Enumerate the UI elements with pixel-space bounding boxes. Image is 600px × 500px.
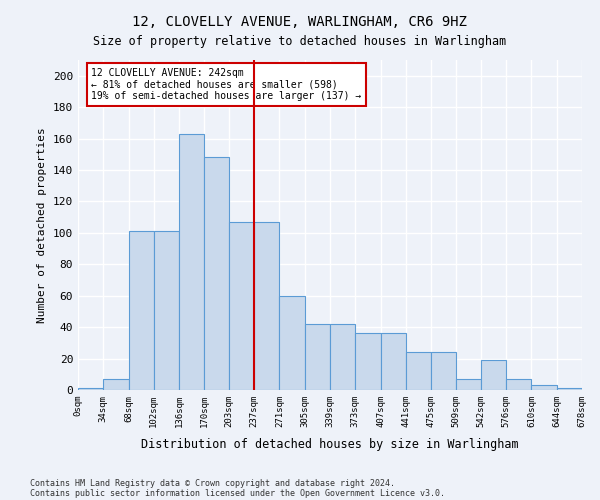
- Bar: [330, 324, 355, 390]
- Bar: [280, 296, 305, 390]
- Bar: [154, 232, 179, 390]
- Bar: [254, 222, 280, 390]
- Bar: [406, 352, 431, 390]
- Bar: [431, 352, 457, 390]
- Bar: [205, 158, 229, 390]
- Bar: [305, 324, 330, 390]
- Bar: [506, 379, 532, 390]
- Text: Contains HM Land Registry data © Crown copyright and database right 2024.: Contains HM Land Registry data © Crown c…: [30, 478, 395, 488]
- Text: 12, CLOVELLY AVENUE, WARLINGHAM, CR6 9HZ: 12, CLOVELLY AVENUE, WARLINGHAM, CR6 9HZ: [133, 15, 467, 29]
- Bar: [78, 388, 103, 390]
- Bar: [179, 134, 205, 390]
- Bar: [355, 334, 380, 390]
- Bar: [380, 334, 406, 390]
- Bar: [481, 360, 506, 390]
- Y-axis label: Number of detached properties: Number of detached properties: [37, 127, 47, 323]
- Text: 12 CLOVELLY AVENUE: 242sqm
← 81% of detached houses are smaller (598)
19% of sem: 12 CLOVELLY AVENUE: 242sqm ← 81% of deta…: [91, 68, 362, 101]
- Text: Size of property relative to detached houses in Warlingham: Size of property relative to detached ho…: [94, 35, 506, 48]
- Bar: [532, 386, 557, 390]
- Bar: [128, 232, 154, 390]
- Bar: [103, 379, 128, 390]
- Bar: [557, 388, 582, 390]
- Text: Contains public sector information licensed under the Open Government Licence v3: Contains public sector information licen…: [30, 488, 445, 498]
- Bar: [457, 379, 481, 390]
- X-axis label: Distribution of detached houses by size in Warlingham: Distribution of detached houses by size …: [141, 438, 519, 451]
- Bar: [582, 388, 600, 390]
- Bar: [229, 222, 254, 390]
